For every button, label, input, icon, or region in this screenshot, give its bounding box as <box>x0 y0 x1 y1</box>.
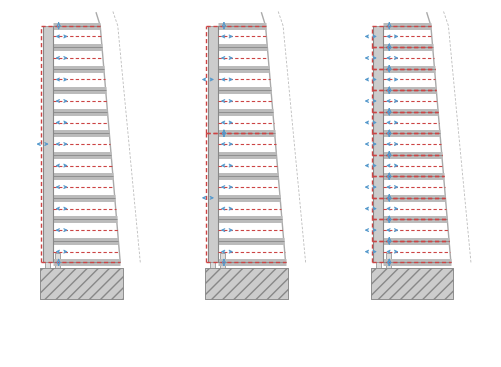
Bar <box>40 268 123 299</box>
Bar <box>45 253 50 268</box>
Bar <box>371 268 453 299</box>
Bar <box>43 26 53 262</box>
Bar <box>205 268 288 299</box>
Bar <box>205 268 288 299</box>
Bar <box>220 253 225 268</box>
Bar <box>55 253 60 268</box>
Bar <box>371 268 453 299</box>
Bar <box>40 268 123 299</box>
Bar <box>210 253 215 268</box>
Bar <box>376 253 381 268</box>
Bar <box>373 26 383 262</box>
Bar <box>208 26 218 262</box>
Bar <box>386 253 391 268</box>
